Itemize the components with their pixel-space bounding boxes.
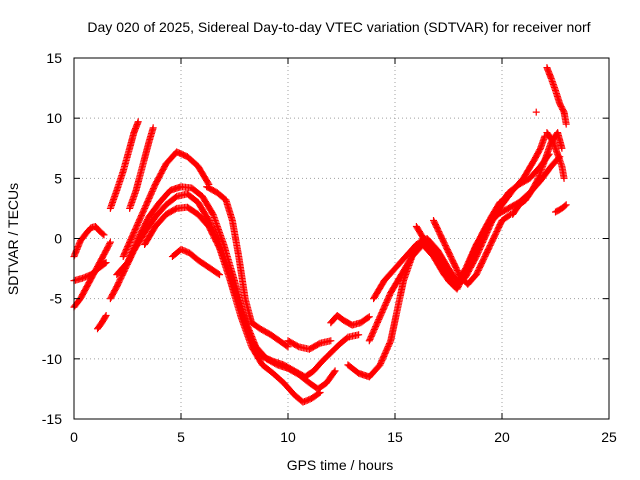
series-track-3 — [70, 238, 114, 311]
y-tick-label: 5 — [54, 170, 62, 186]
x-tick-label: 10 — [280, 429, 296, 445]
axis-ticks: 0 5 10 15 20 25 -15 -10 -5 0 5 10 15 — [42, 50, 617, 445]
series-track-18 — [412, 192, 512, 293]
series-track-22 — [543, 64, 570, 128]
x-tick-label: 15 — [387, 429, 403, 445]
y-tick-label: -15 — [42, 411, 62, 427]
series-track-11 — [168, 245, 224, 279]
data-points — [70, 64, 570, 406]
series-track-23 — [552, 201, 570, 216]
y-tick-label: -10 — [42, 351, 62, 367]
y-tick-label: 10 — [46, 110, 62, 126]
x-tick-label: 25 — [601, 429, 617, 445]
grid — [74, 58, 609, 419]
series-track-21 — [543, 129, 568, 182]
x-tick-label: 20 — [494, 429, 510, 445]
series-track-24 — [532, 108, 540, 116]
y-axis-label: SDTVAR / TECUs — [5, 183, 21, 295]
y-tick-label: 0 — [54, 231, 62, 247]
series-track-19 — [430, 210, 515, 288]
series-track-9 — [119, 148, 213, 261]
series-track-10 — [141, 203, 324, 406]
series-track-6 — [126, 124, 157, 212]
x-axis-label: GPS time / hours — [287, 457, 394, 473]
y-tick-label: -5 — [50, 291, 63, 307]
series-track-12 — [203, 183, 292, 351]
x-tick-label: 0 — [70, 429, 78, 445]
series-track-5 — [106, 118, 142, 212]
series-track-13 — [284, 337, 335, 353]
series-track-4 — [94, 312, 110, 333]
x-tick-label: 5 — [177, 429, 185, 445]
series-track-14 — [327, 312, 373, 329]
chart-title: Day 020 of 2025, Sidereal Day-to-day VTE… — [87, 19, 590, 35]
y-tick-label: 15 — [46, 50, 62, 66]
